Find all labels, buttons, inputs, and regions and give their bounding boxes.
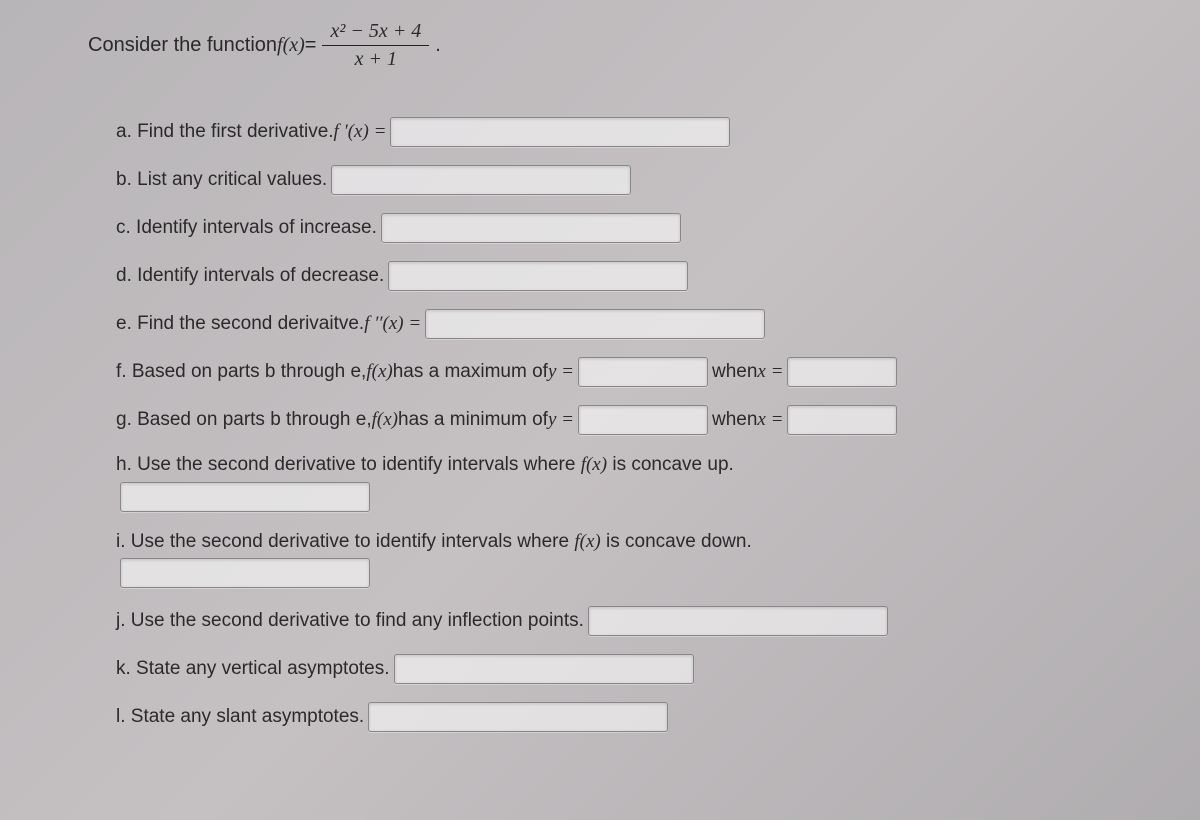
part-g-x: x = bbox=[757, 406, 783, 435]
part-e: e. Find the second derivaitve. f ′′(x) = bbox=[116, 307, 1160, 341]
part-e-input[interactable] bbox=[425, 309, 765, 339]
part-f-x: x = bbox=[757, 358, 783, 387]
part-f-y-input[interactable] bbox=[578, 357, 708, 387]
part-f-x-input[interactable] bbox=[787, 357, 897, 387]
part-i: i. Use the second derivative to identify… bbox=[116, 528, 1160, 591]
part-i-label: i. Use the second derivative to identify… bbox=[116, 531, 574, 552]
part-c: c. Identify intervals of increase. bbox=[116, 211, 1160, 245]
part-f-fx: f(x) bbox=[366, 358, 392, 387]
part-d-input[interactable] bbox=[388, 261, 688, 291]
part-g-mid: has a minimum of bbox=[398, 406, 548, 435]
fraction-numerator: x² − 5x + 4 bbox=[322, 18, 429, 45]
part-c-input[interactable] bbox=[381, 213, 681, 243]
part-c-label: c. Identify intervals of increase. bbox=[116, 214, 377, 243]
intro-fraction: x² − 5x + 4 x + 1 bbox=[322, 18, 429, 73]
part-a: a. Find the first derivative. f ′(x) = bbox=[116, 115, 1160, 149]
part-g: g. Based on parts b through e, f(x) has … bbox=[116, 403, 1160, 437]
part-j-input[interactable] bbox=[588, 606, 888, 636]
part-g-x-input[interactable] bbox=[787, 405, 897, 435]
part-f-y: y = bbox=[548, 358, 574, 387]
part-h-label: h. Use the second derivative to identify… bbox=[116, 454, 581, 475]
part-l-label: l. State any slant asymptotes. bbox=[116, 703, 364, 732]
part-j-label: j. Use the second derivative to find any… bbox=[116, 607, 584, 636]
part-b-label: b. List any critical values. bbox=[116, 166, 327, 195]
part-f-mid: has a maximum of bbox=[393, 358, 548, 387]
part-f-when: when bbox=[712, 358, 757, 387]
part-i-tail: is concave down. bbox=[606, 531, 752, 552]
part-e-label: e. Find the second derivaitve. bbox=[116, 310, 364, 339]
fraction-denominator: x + 1 bbox=[347, 46, 405, 73]
part-k-label: k. State any vertical asymptotes. bbox=[116, 655, 390, 684]
part-f-pre: f. Based on parts b through e, bbox=[116, 358, 366, 387]
part-f: f. Based on parts b through e, f(x) has … bbox=[116, 355, 1160, 389]
part-a-label: a. Find the first derivative. bbox=[116, 118, 334, 147]
part-a-input[interactable] bbox=[390, 117, 730, 147]
part-b-input[interactable] bbox=[331, 165, 631, 195]
intro-prefix: Consider the function bbox=[88, 34, 277, 57]
worksheet-page: Consider the function f(x) = x² − 5x + 4… bbox=[0, 0, 1200, 768]
part-h-fx: f(x) bbox=[581, 454, 607, 475]
part-k-input[interactable] bbox=[394, 654, 694, 684]
part-d: d. Identify intervals of decrease. bbox=[116, 259, 1160, 293]
part-l-input[interactable] bbox=[368, 702, 668, 732]
intro-period: . bbox=[435, 34, 441, 57]
function-definition: Consider the function f(x) = x² − 5x + 4… bbox=[88, 18, 1160, 73]
intro-equals: = bbox=[305, 34, 317, 57]
part-l: l. State any slant asymptotes. bbox=[116, 700, 1160, 734]
part-a-math: f ′(x) = bbox=[334, 118, 387, 147]
part-h-tail: is concave up. bbox=[612, 454, 733, 475]
part-j: j. Use the second derivative to find any… bbox=[116, 604, 1160, 638]
part-k: k. State any vertical asymptotes. bbox=[116, 652, 1160, 686]
part-d-label: d. Identify intervals of decrease. bbox=[116, 262, 384, 291]
part-e-math: f ′′(x) = bbox=[364, 310, 421, 339]
part-h-input[interactable] bbox=[120, 482, 370, 512]
part-g-y-input[interactable] bbox=[578, 405, 708, 435]
part-i-fx: f(x) bbox=[574, 531, 600, 552]
part-b: b. List any critical values. bbox=[116, 163, 1160, 197]
part-g-y: y = bbox=[548, 406, 574, 435]
part-h: h. Use the second derivative to identify… bbox=[116, 451, 1160, 514]
part-i-input[interactable] bbox=[120, 558, 370, 588]
part-g-pre: g. Based on parts b through e, bbox=[116, 406, 372, 435]
part-g-when: when bbox=[712, 406, 757, 435]
questions-list: a. Find the first derivative. f ′(x) = b… bbox=[88, 115, 1160, 734]
part-g-fx: f(x) bbox=[372, 406, 398, 435]
intro-fn: f(x) bbox=[277, 34, 305, 57]
